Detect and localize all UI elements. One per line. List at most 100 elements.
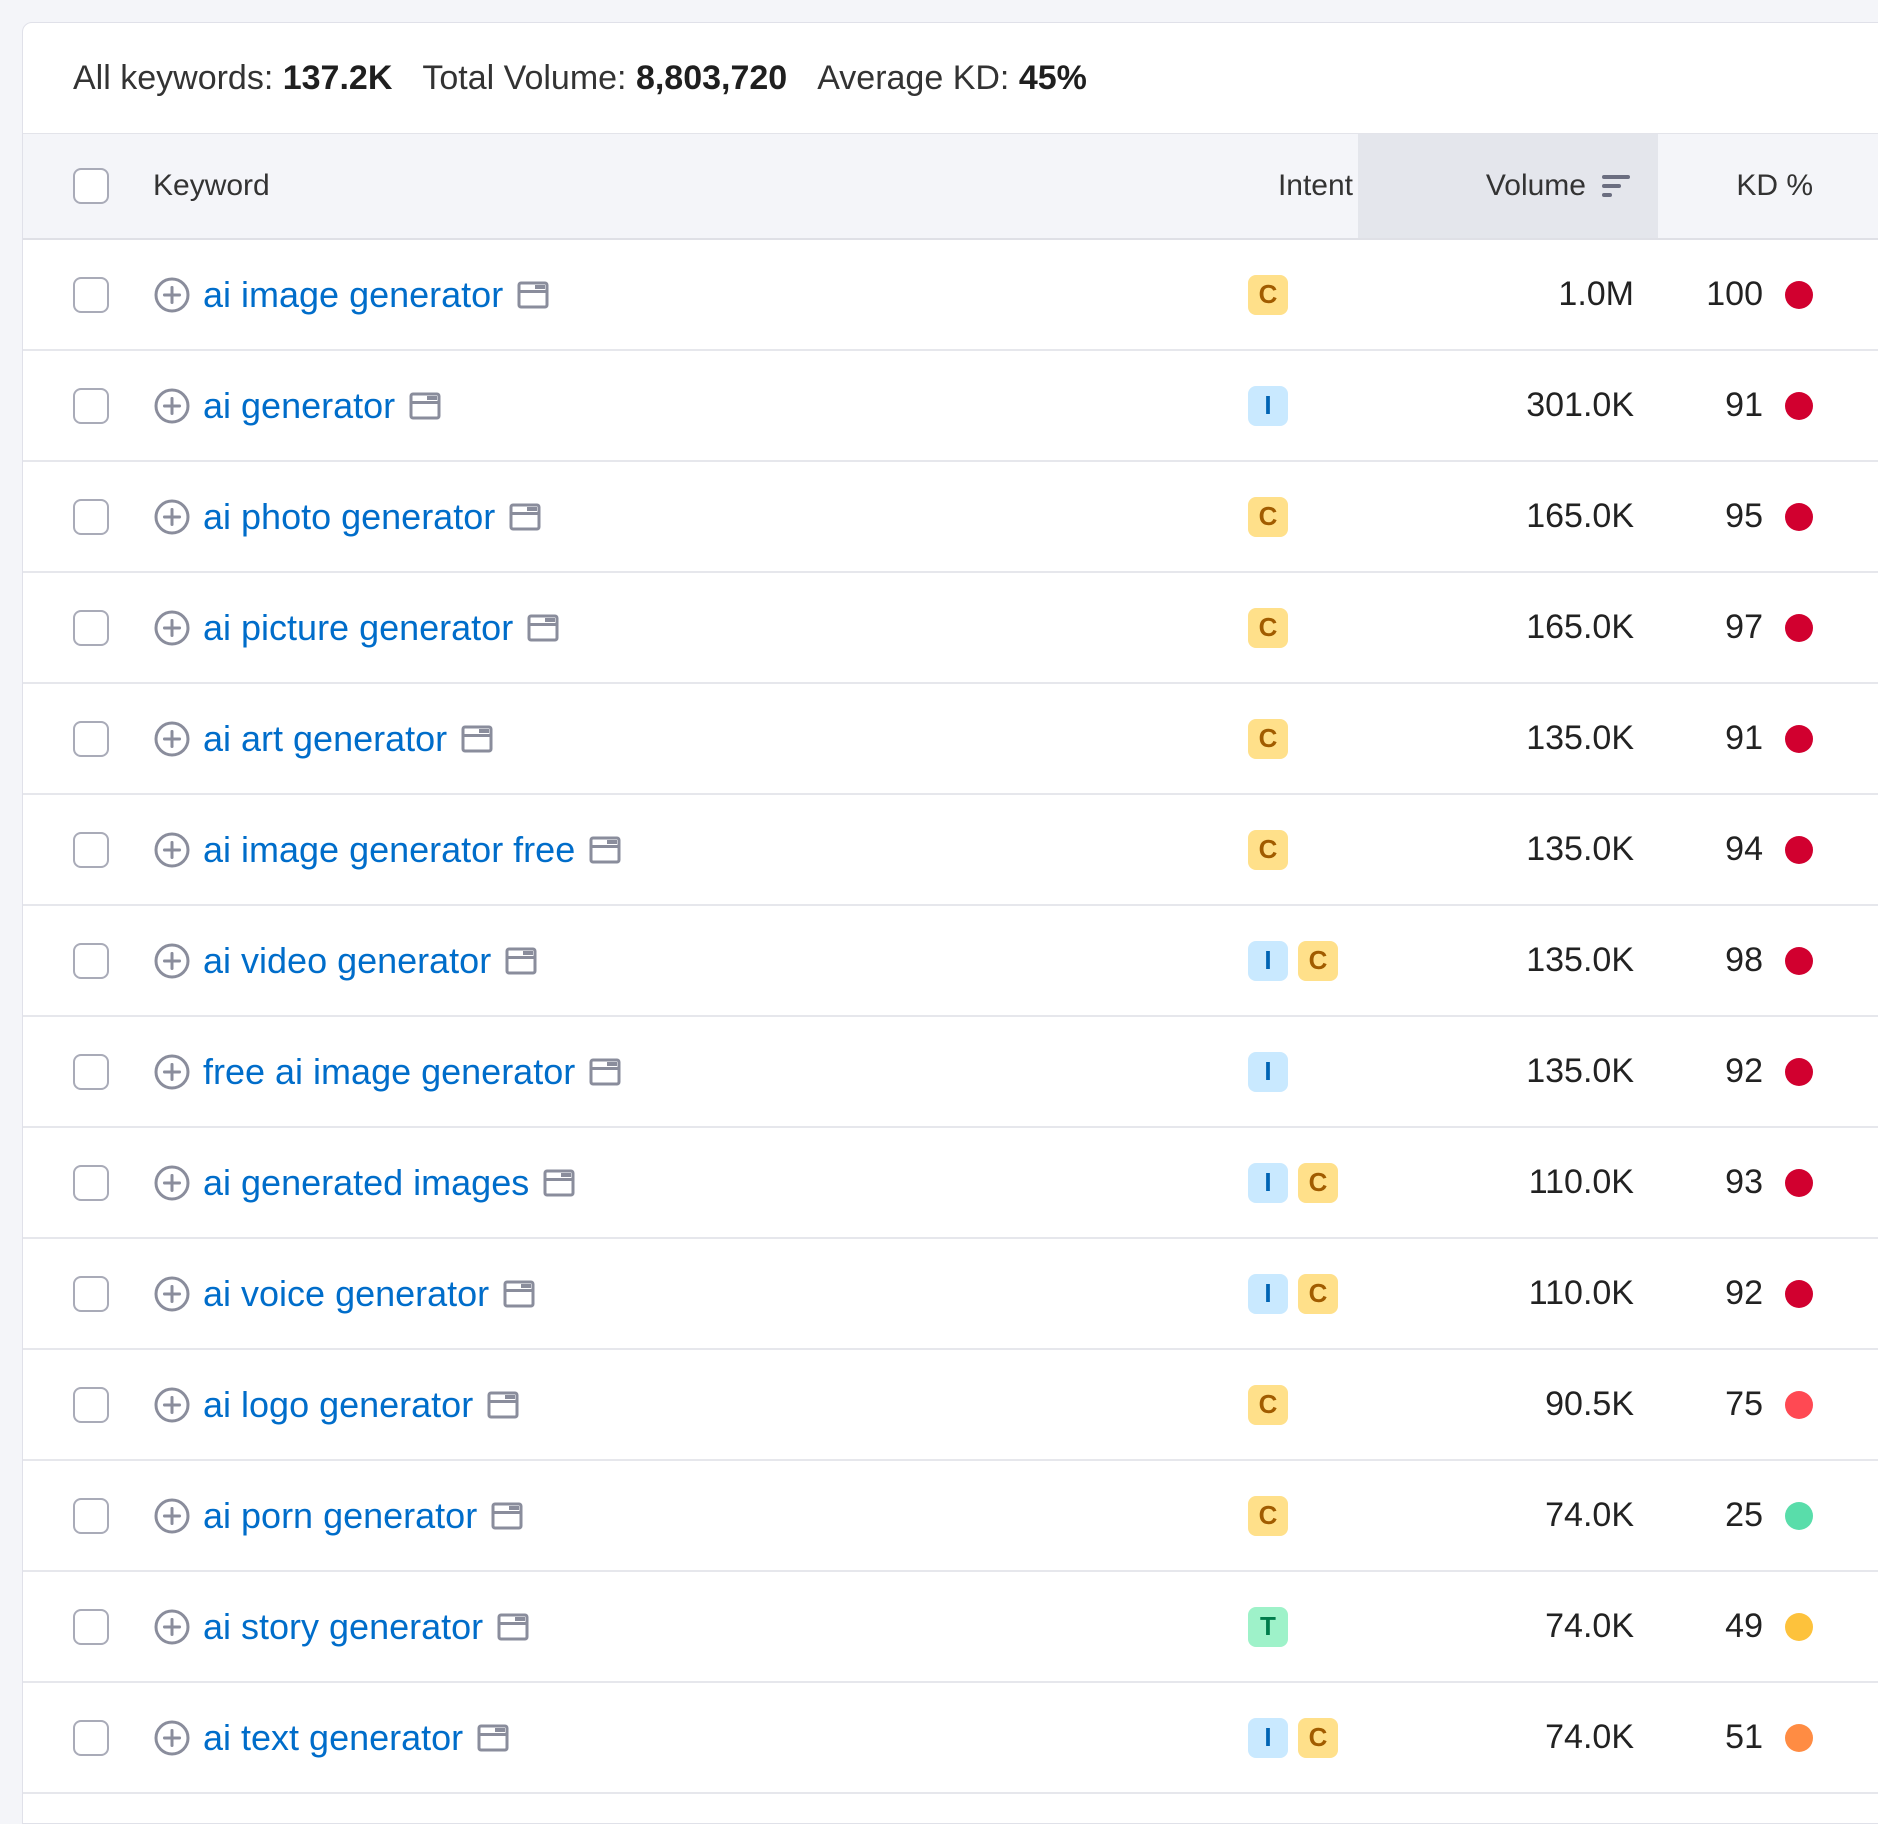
header-volume[interactable]: Volume [1358,134,1658,238]
plus-circle-icon[interactable] [153,720,191,758]
kd-difficulty-dot [1785,1501,1813,1530]
header-keyword[interactable]: Keyword [153,169,270,202]
row-checkbox[interactable] [73,720,109,757]
summary-bar: All keywords: 137.2K Total Volume: 8,803… [23,23,1878,133]
row-checkbox[interactable] [73,1608,109,1645]
plus-circle-icon[interactable] [153,1386,191,1424]
row-checkbox[interactable] [73,387,109,424]
kd-difficulty-dot [1785,1168,1813,1197]
plus-circle-icon[interactable] [153,831,191,869]
keyword-cell: ai video generator [153,906,537,1015]
average-kd-stat: Average KD: 45% [817,59,1087,98]
table-row: ai photo generator C 165.0K 95 [23,462,1878,573]
kd-value: 100 [1706,275,1763,313]
kd-cell: 91 [1663,684,1813,793]
row-checkbox[interactable] [73,831,109,868]
serp-window-icon[interactable] [503,1280,535,1308]
kd-difficulty-dot [1785,280,1813,309]
keyword-link[interactable]: ai story generator [203,1605,484,1647]
kd-cell: 95 [1663,462,1813,571]
plus-circle-icon[interactable] [153,609,191,647]
plus-circle-icon[interactable] [153,1275,191,1313]
intent-badge: I [1248,385,1288,426]
row-checkbox[interactable] [73,1386,109,1423]
keyword-link[interactable]: free ai image generator [203,1050,576,1092]
row-select-cell [73,462,109,571]
row-checkbox[interactable] [73,1719,109,1756]
row-checkbox[interactable] [73,942,109,979]
serp-window-icon[interactable] [517,281,549,309]
volume-value: 135.0K [1526,719,1634,757]
keyword-link[interactable]: ai picture generator [203,606,514,648]
serp-window-icon[interactable] [589,1058,621,1086]
kd-difficulty-dot [1785,1279,1813,1308]
kd-value: 75 [1725,1385,1763,1423]
intent-badge: I [1248,1162,1288,1203]
keyword-link[interactable]: ai art generator [203,717,448,759]
plus-circle-icon[interactable] [153,276,191,314]
keyword-link[interactable]: ai photo generator [203,495,496,537]
intent-cell: C [1248,684,1298,793]
volume-value: 135.0K [1526,830,1634,868]
serp-window-icon[interactable] [505,947,537,975]
intent-cell: C [1248,462,1298,571]
serp-window-icon[interactable] [491,1502,523,1530]
volume-value: 301.0K [1526,386,1634,424]
row-select-cell [73,240,109,349]
keyword-link[interactable]: ai image generator free [203,828,576,870]
plus-circle-icon[interactable] [153,1164,191,1202]
row-checkbox[interactable] [73,1053,109,1090]
serp-window-icon[interactable] [487,1391,519,1419]
table-body: ai image generator C 1.0M 100 ai generator I 3… [23,240,1878,1794]
keyword-cell: ai generated images [153,1128,575,1237]
kd-value: 95 [1725,497,1763,535]
kd-value: 93 [1725,1163,1763,1201]
keyword-cell: ai image generator free [153,795,621,904]
table-row: ai art generator C 135.0K 91 [23,684,1878,795]
plus-circle-icon[interactable] [153,387,191,425]
row-checkbox[interactable] [73,1497,109,1534]
serp-window-icon[interactable] [477,1724,509,1752]
plus-circle-icon[interactable] [153,1053,191,1091]
serp-window-icon[interactable] [527,614,559,642]
keyword-link[interactable]: ai video generator [203,939,492,981]
row-checkbox[interactable] [73,276,109,313]
row-select-cell [73,1572,109,1681]
header-kd[interactable]: KD % [1736,169,1813,202]
sort-descending-icon[interactable] [1600,171,1634,201]
row-checkbox[interactable] [73,1275,109,1312]
intent-badge: I [1248,940,1288,981]
keyword-link[interactable]: ai logo generator [203,1383,474,1425]
keyword-link[interactable]: ai image generator [203,273,504,315]
keyword-link[interactable]: ai generated images [203,1161,530,1203]
plus-circle-icon[interactable] [153,1608,191,1646]
keyword-link[interactable]: ai porn generator [203,1494,478,1536]
row-select-cell [73,1128,109,1237]
plus-circle-icon[interactable] [153,942,191,980]
plus-circle-icon[interactable] [153,1497,191,1535]
plus-circle-icon[interactable] [153,498,191,536]
row-checkbox[interactable] [73,498,109,535]
serp-window-icon[interactable] [497,1613,529,1641]
row-checkbox[interactable] [73,609,109,646]
kd-difficulty-dot [1785,1390,1813,1419]
serp-window-icon[interactable] [509,503,541,531]
serp-window-icon[interactable] [543,1169,575,1197]
plus-circle-icon[interactable] [153,1719,191,1757]
keyword-link[interactable]: ai generator [203,384,396,426]
row-checkbox[interactable] [73,1164,109,1201]
serp-window-icon[interactable] [461,725,493,753]
keyword-cell: ai picture generator [153,573,559,682]
keyword-link[interactable]: ai text generator [203,1716,464,1758]
kd-value: 92 [1725,1274,1763,1312]
select-all-checkbox[interactable] [73,168,109,204]
table-row: ai generator I 301.0K 91 [23,351,1878,462]
keyword-link[interactable]: ai voice generator [203,1272,490,1314]
intent-cell: I [1248,1017,1298,1126]
serp-window-icon[interactable] [589,836,621,864]
kd-cell: 100 [1663,240,1813,349]
serp-window-icon[interactable] [409,392,441,420]
header-intent[interactable]: Intent [1277,169,1353,202]
